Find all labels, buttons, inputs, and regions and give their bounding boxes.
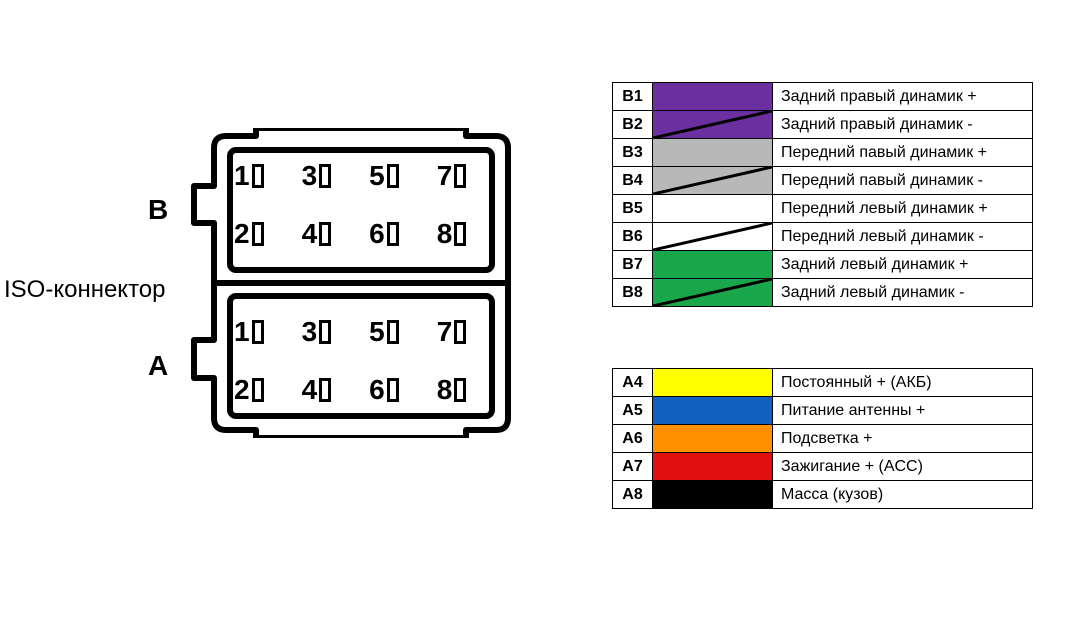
- table-row: A7 Зажигание + (ACC): [613, 453, 1033, 481]
- pin-id: A8: [613, 481, 653, 509]
- pin-id: B4: [613, 167, 653, 195]
- pin-a3: 3: [302, 316, 332, 348]
- table-row: B3 Передний павый динамик +: [613, 139, 1033, 167]
- pin-description: Питание антенны +: [773, 397, 1033, 425]
- pin-description: Передний павый динамик -: [773, 167, 1033, 195]
- wire-color-swatch: [653, 481, 773, 509]
- pin-description: Зажигание + (ACC): [773, 453, 1033, 481]
- table-row: B2 Задний правый динамик -: [613, 111, 1033, 139]
- pin-row-a-bottom: 2 4 6 8: [234, 374, 466, 406]
- pin-id: B7: [613, 251, 653, 279]
- table-row: A8 Масса (кузов): [613, 481, 1033, 509]
- pin-id: B5: [613, 195, 653, 223]
- pin-b1: 1: [234, 160, 264, 192]
- pin-b8: 8: [437, 218, 467, 250]
- iso-connector-diagram: ISO-коннектор B A 1 3 5 7 2 4 6: [186, 128, 516, 438]
- wire-color-swatch: [653, 425, 773, 453]
- wire-color-swatch: [653, 223, 773, 251]
- table-row: B4 Передний павый динамик -: [613, 167, 1033, 195]
- pin-description: Передний павый динамик +: [773, 139, 1033, 167]
- pin-id: B3: [613, 139, 653, 167]
- pin-b7: 7: [437, 160, 467, 192]
- pin-id: B2: [613, 111, 653, 139]
- wire-color-swatch: [653, 279, 773, 307]
- pin-description: Масса (кузов): [773, 481, 1033, 509]
- pin-row-b-top: 1 3 5 7: [234, 160, 466, 192]
- pin-a1: 1: [234, 316, 264, 348]
- pin-b3: 3: [302, 160, 332, 192]
- pin-description: Задний левый динамик +: [773, 251, 1033, 279]
- pin-a6: 6: [369, 374, 399, 406]
- wire-color-swatch: [653, 369, 773, 397]
- pin-id: A4: [613, 369, 653, 397]
- pin-b6: 6: [369, 218, 399, 250]
- pin-a7: 7: [437, 316, 467, 348]
- pinout-table-a: A4Постоянный + (АКБ)A5Питание антенны +A…: [612, 368, 1033, 509]
- table-row: A4 Постоянный + (АКБ): [613, 369, 1033, 397]
- pin-id: B6: [613, 223, 653, 251]
- pin-id: A6: [613, 425, 653, 453]
- pin-b4: 4: [302, 218, 332, 250]
- wire-color-swatch: [653, 195, 773, 223]
- pin-description: Передний левый динамик -: [773, 223, 1033, 251]
- pin-description: Передний левый динамик +: [773, 195, 1033, 223]
- pin-a2: 2: [234, 374, 264, 406]
- table-row: A5 Питание антенны +: [613, 397, 1033, 425]
- pin-id: B1: [613, 83, 653, 111]
- pin-a8: 8: [437, 374, 467, 406]
- pinout-table-b: B1 Задний правый динамик + B2 Задний правый…: [612, 82, 1033, 307]
- wire-color-swatch: [653, 111, 773, 139]
- table-row: B8 Задний левый динамик -: [613, 279, 1033, 307]
- pin-row-a-top: 1 3 5 7: [234, 316, 466, 348]
- wire-color-swatch: [653, 453, 773, 481]
- diagram-canvas: ISO-коннектор B A 1 3 5 7 2 4 6: [0, 0, 1080, 621]
- pin-description: Постоянный + (АКБ): [773, 369, 1033, 397]
- pin-row-b-bottom: 2 4 6 8: [234, 218, 466, 250]
- pin-id: A5: [613, 397, 653, 425]
- pin-a4: 4: [302, 374, 332, 406]
- table-row: B6 Передний левый динамик -: [613, 223, 1033, 251]
- label-block-b: B: [148, 194, 168, 226]
- pin-description: Задний правый динамик -: [773, 111, 1033, 139]
- table-row: B5 Передний левый динамик +: [613, 195, 1033, 223]
- table-row: B1 Задний правый динамик +: [613, 83, 1033, 111]
- table-row: A6 Подсветка +: [613, 425, 1033, 453]
- pin-id: A7: [613, 453, 653, 481]
- wire-color-swatch: [653, 251, 773, 279]
- label-block-a: A: [148, 350, 168, 382]
- label-iso-connector: ISO-коннектор: [4, 276, 166, 304]
- pin-b5: 5: [369, 160, 399, 192]
- table-row: B7 Задний левый динамик +: [613, 251, 1033, 279]
- wire-color-swatch: [653, 167, 773, 195]
- pin-description: Задний левый динамик -: [773, 279, 1033, 307]
- pin-b2: 2: [234, 218, 264, 250]
- pin-a5: 5: [369, 316, 399, 348]
- wire-color-swatch: [653, 397, 773, 425]
- pin-id: B8: [613, 279, 653, 307]
- wire-color-swatch: [653, 139, 773, 167]
- pin-description: Задний правый динамик +: [773, 83, 1033, 111]
- wire-color-swatch: [653, 83, 773, 111]
- pin-description: Подсветка +: [773, 425, 1033, 453]
